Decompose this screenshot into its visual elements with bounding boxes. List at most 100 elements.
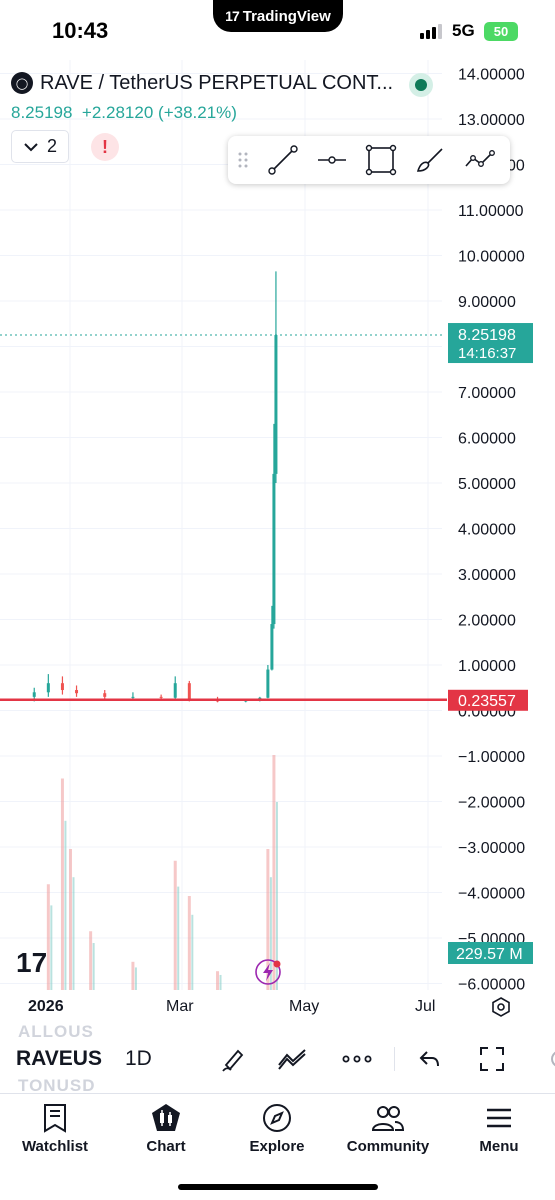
price-candle[interactable] [272, 473, 276, 625]
tradingview-pill-label: TradingView [242, 7, 331, 25]
interval-selector[interactable]: 1D [125, 1047, 152, 1070]
network-label: 5G [452, 21, 475, 40]
price-candle[interactable] [32, 692, 36, 697]
price-tick-label: 11.00000 [458, 203, 524, 220]
volume-bar [272, 755, 276, 990]
chevron-down-icon [24, 142, 38, 151]
trend-line-icon[interactable] [258, 136, 307, 184]
volume-bar [187, 896, 191, 990]
indicators-count: 2 [46, 136, 57, 156]
tab-label: Chart [146, 1138, 186, 1155]
drawing-tool-icon[interactable] [218, 1043, 250, 1075]
price-candle[interactable] [173, 683, 177, 698]
signal-icon [420, 24, 442, 39]
drawing-toolbar [228, 136, 510, 184]
chart-icon [152, 1104, 180, 1131]
volume-bar [89, 931, 93, 990]
status-time: 10:43 [52, 18, 109, 43]
price-candle[interactable] [131, 696, 135, 698]
time-label-may: May [289, 998, 320, 1015]
tab-label: Explore [249, 1138, 305, 1155]
tab-bar [0, 1093, 555, 1200]
battery-icon: 50 [484, 22, 518, 41]
price-tick-label: −1.00000 [458, 749, 525, 766]
price-candle[interactable] [187, 683, 191, 700]
community-icon [371, 1106, 405, 1131]
alert-icon[interactable]: ! [91, 133, 119, 161]
tab-community[interactable]: Community [333, 1100, 443, 1155]
price-tick-label: 1.00000 [458, 658, 516, 675]
price-candle[interactable] [75, 690, 79, 694]
tradingview-watermark-icon: 17 [16, 947, 47, 978]
symbol-logo[interactable]: ◯ [11, 72, 33, 94]
tab-explore[interactable]: Explore [222, 1100, 332, 1155]
symbol-title[interactable]: RAVE / TetherUS PERPETUAL CONT... [40, 72, 394, 94]
price-tick-label: −6.00000 [458, 977, 525, 991]
price-candle[interactable] [266, 669, 270, 698]
last-price: 8.25198 [11, 103, 73, 122]
volume-bar [131, 961, 135, 990]
horizontal-ray-icon[interactable] [307, 136, 356, 184]
time-label-2026: 2026 [28, 998, 64, 1015]
volume-bar [68, 849, 72, 990]
tab-label: Watchlist [21, 1138, 89, 1155]
volume-bar [46, 884, 50, 990]
alert-glyph: ! [102, 136, 108, 157]
ghost-symbol-below: TONUSD [18, 1076, 96, 1095]
symbol-selector[interactable]: RAVEUSDT [16, 1047, 102, 1070]
drag-handle-icon[interactable] [228, 136, 258, 184]
price-chart[interactable]: 14.0000013.0000012.0000011.0000010.00000… [0, 60, 555, 990]
tradingview-logo-icon: 17 [225, 8, 240, 24]
undo-icon[interactable] [414, 1043, 446, 1075]
last-price-label: 8.25198 [458, 327, 516, 344]
volume-bar [173, 860, 177, 990]
volume-label: 229.57 M [456, 946, 523, 963]
price-countdown: 14:16:37 [458, 345, 516, 362]
watchlist-icon [44, 1104, 66, 1133]
tab-watchlist[interactable]: Watchlist [0, 1100, 110, 1155]
ghost-symbol-above: ALLOUS [18, 1022, 94, 1041]
price-candle[interactable] [46, 683, 50, 693]
volume-bar [177, 886, 180, 990]
time-label-mar: Mar [166, 998, 194, 1015]
indicators-toggle-button[interactable]: 2 [11, 130, 69, 163]
price-candle[interactable] [60, 683, 64, 691]
volume-bar [92, 943, 95, 990]
price-tick-label: 3.00000 [458, 567, 516, 584]
horizontal-line-label: 0.23557 [458, 693, 516, 710]
rectangle-icon[interactable] [356, 136, 405, 184]
price-tick-label: 5.00000 [458, 476, 516, 493]
price-tick-label: −3.00000 [458, 840, 525, 857]
chart-settings-icon[interactable] [490, 996, 512, 1018]
status-bar: 10:43 17 TradingView 5G 50 [0, 0, 555, 60]
volume-bar [191, 914, 194, 990]
menu-icon [487, 1108, 511, 1128]
tradingview-pill[interactable]: 17 TradingView [213, 0, 343, 32]
price-tick-label: 6.00000 [458, 431, 516, 448]
price-tick-label: 13.00000 [458, 112, 525, 129]
more-options-icon[interactable] [341, 1043, 373, 1075]
path-icon[interactable] [454, 136, 503, 184]
price-candle[interactable] [274, 335, 278, 474]
price-tick-label: 10.00000 [458, 249, 525, 266]
horizontal-line-label-bg [448, 689, 528, 711]
home-indicator[interactable] [178, 1184, 378, 1190]
price-candle[interactable] [103, 693, 107, 697]
tab-label: Menu [479, 1138, 519, 1155]
market-status-icon[interactable] [409, 73, 433, 97]
price-candle[interactable] [270, 624, 274, 670]
volume-bar [275, 802, 278, 990]
indicators-icon[interactable] [276, 1043, 308, 1075]
tab-chart[interactable]: Chart [111, 1100, 221, 1155]
volume-bar [269, 877, 272, 990]
price-tick-label: 7.00000 [458, 385, 516, 402]
brush-icon[interactable] [405, 136, 454, 184]
more-tools-icon[interactable] [538, 1043, 555, 1075]
tab-menu[interactable]: Menu [444, 1100, 554, 1155]
price-change: +2.28120 [81, 103, 154, 122]
price-candle[interactable] [159, 696, 163, 698]
volume-bar [64, 820, 67, 990]
fullscreen-icon[interactable] [476, 1043, 508, 1075]
replay-lightning-icon[interactable] [255, 959, 281, 985]
price-change-pct: (+38.21%) [158, 103, 237, 122]
